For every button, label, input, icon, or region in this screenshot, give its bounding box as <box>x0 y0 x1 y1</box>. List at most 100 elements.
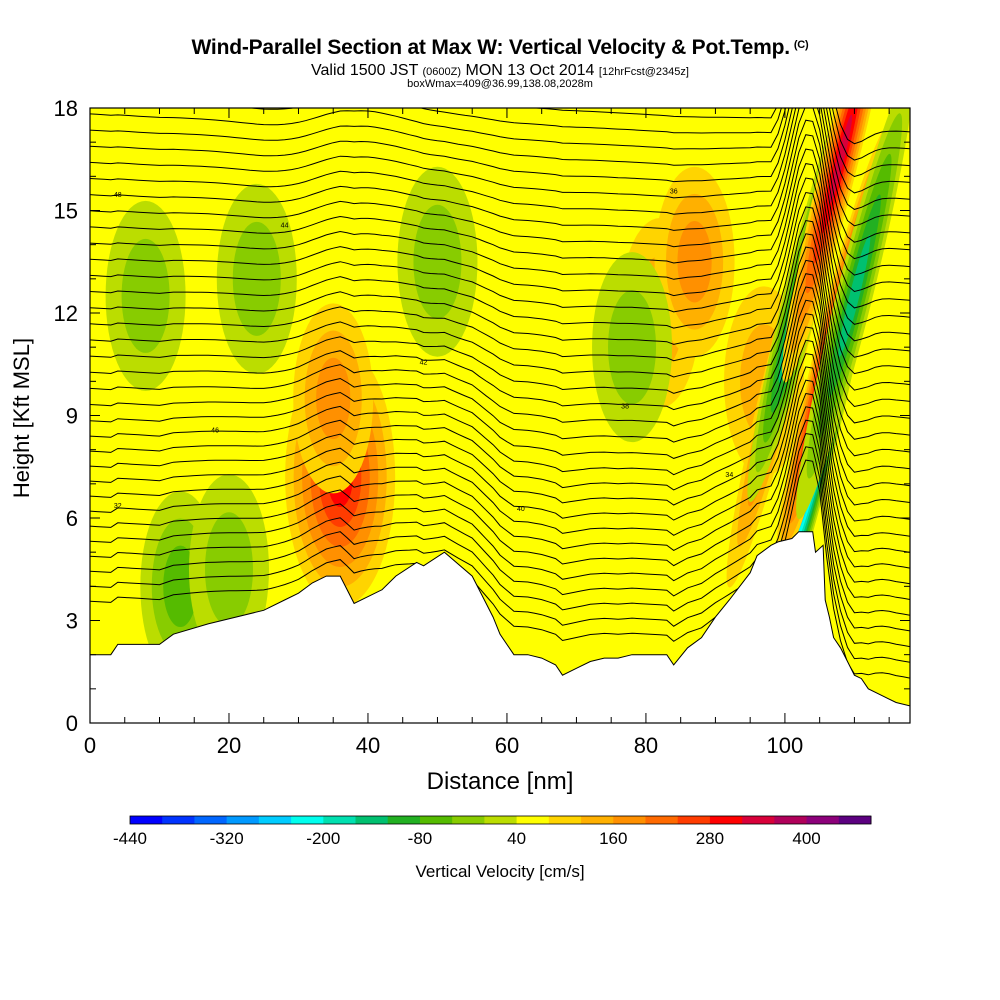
theta-contour-line <box>90 353 910 553</box>
colorbar-swatch <box>806 816 840 824</box>
theta-contour-line <box>90 108 910 178</box>
theta-contour-line <box>90 233 910 408</box>
valid-time: Valid 1500 JST <box>311 62 419 79</box>
colorbar-swatch <box>452 816 485 824</box>
colorbar-swatch <box>742 816 775 824</box>
colorbar-swatch <box>613 816 646 824</box>
colorbar-tick-label: 160 <box>599 829 627 848</box>
x-tick-label: 60 <box>495 733 519 758</box>
theta-contour-line <box>90 191 910 358</box>
theta-contour-line <box>90 108 910 243</box>
y-axis-label: Height [Kft MSL] <box>9 337 34 499</box>
colorbar-tick-label: -200 <box>306 829 340 848</box>
theta-contour-line <box>527 108 910 145</box>
colorbar-swatch <box>484 816 518 824</box>
valid-date: MON 13 Oct 2014 <box>465 62 595 79</box>
w-feature <box>397 166 478 357</box>
theta-contour-line <box>90 259 910 440</box>
y-tick-label: 9 <box>66 404 78 429</box>
colorbar-tick-label: 40 <box>507 829 526 848</box>
colorbar-swatch <box>323 816 357 824</box>
colorbar-swatch <box>226 816 260 824</box>
colorbar-swatch <box>162 816 195 824</box>
theta-label: 34 <box>725 472 733 479</box>
y-tick-label: 15 <box>54 199 78 224</box>
theta-contour-line <box>90 273 910 457</box>
theta-contour-line <box>90 246 910 424</box>
valid-utc: (0600Z) <box>422 66 462 78</box>
chart-title: Wind-Parallel Section at Max W: Vertical… <box>0 36 1000 60</box>
w-contour-fill <box>316 357 351 440</box>
theta-contour-line <box>90 313 910 506</box>
colorbar-tick-label: -80 <box>408 829 433 848</box>
colorbar-tick-label: -320 <box>210 829 244 848</box>
colorbar-label: Vertical Velocity [cm/s] <box>415 862 585 881</box>
theta-contour-line <box>90 108 910 210</box>
theta-label: 40 <box>517 506 525 513</box>
theta-contour-line <box>246 108 910 161</box>
forecast-info: [12hrFcst@2345z] <box>598 66 689 78</box>
y-tick-label: 18 <box>54 96 78 121</box>
theta-label: 42 <box>420 359 428 366</box>
colorbar-swatch <box>548 816 582 824</box>
colorbar-tick-label: 400 <box>792 829 820 848</box>
theta-contour-line <box>90 219 910 391</box>
w-contour-fill <box>121 238 170 353</box>
x-tick-label: 100 <box>767 733 804 758</box>
theta-contour-line <box>90 406 910 616</box>
colorbar-swatch <box>291 816 324 824</box>
theta-contour-line <box>90 108 910 260</box>
colorbar-tick-label: 280 <box>696 829 724 848</box>
w-contour-fill <box>608 290 657 405</box>
colorbar-swatch <box>838 816 872 824</box>
title-text: Wind-Parallel Section at Max W: Vertical… <box>191 36 791 59</box>
box-info: boxWmax=409@36.99,138.08,2028m <box>407 78 593 90</box>
colorbar-swatch <box>516 816 550 824</box>
colorbar-swatch <box>581 816 614 824</box>
theta-contour-line <box>90 379 910 585</box>
theta-label: 38 <box>621 404 629 411</box>
theta-contour-line <box>90 134 910 293</box>
theta-label: 32 <box>114 503 122 510</box>
theta-label: 46 <box>211 428 219 435</box>
colorbar-swatch <box>387 816 421 824</box>
w-feature <box>592 252 673 443</box>
theta-label: 36 <box>670 188 678 195</box>
terrain-mask <box>89 531 911 724</box>
colorbar: -440 -320 -200 -80 40 160 280 400 <box>113 815 872 848</box>
y-tick-label: 0 <box>66 711 78 736</box>
x-tick-label: 20 <box>217 733 241 758</box>
theta-contour-line <box>90 148 910 309</box>
colorbar-swatch <box>774 816 808 824</box>
w-contour-fill <box>677 221 712 303</box>
copyright-mark: (C) <box>793 39 809 51</box>
x-axis-label: Distance [nm] <box>426 768 574 795</box>
theta-contours: 48 46 44 42 40 38 36 34 32 <box>90 108 910 679</box>
w-contour-fill <box>204 512 253 627</box>
w-feature <box>293 303 374 494</box>
theta-contour-line <box>90 177 910 342</box>
w-feature <box>105 200 186 391</box>
colorbar-swatch <box>130 816 163 824</box>
colorbar-frame <box>129 815 872 825</box>
w-contour-fill <box>232 221 281 336</box>
w-contour-fill <box>838 235 871 357</box>
colorbar-swatch <box>194 816 228 824</box>
colorbar-swatch <box>355 816 389 824</box>
theta-contour-line <box>90 326 910 522</box>
y-tick-label: 6 <box>66 506 78 531</box>
colorbar-swatch <box>419 816 453 824</box>
theta-contour-line <box>90 366 910 569</box>
x-tick-label: 0 <box>84 733 96 758</box>
theta-contour-line <box>90 163 910 325</box>
theta-contour-line <box>90 119 910 276</box>
theta-contour-line <box>90 206 910 375</box>
theta-contour-line <box>90 339 910 537</box>
y-tick-label: 3 <box>66 609 78 634</box>
w-feature <box>216 183 297 374</box>
colorbar-swatch <box>258 816 292 824</box>
theta-contour-line <box>90 286 910 473</box>
x-tick-label: 40 <box>356 733 380 758</box>
